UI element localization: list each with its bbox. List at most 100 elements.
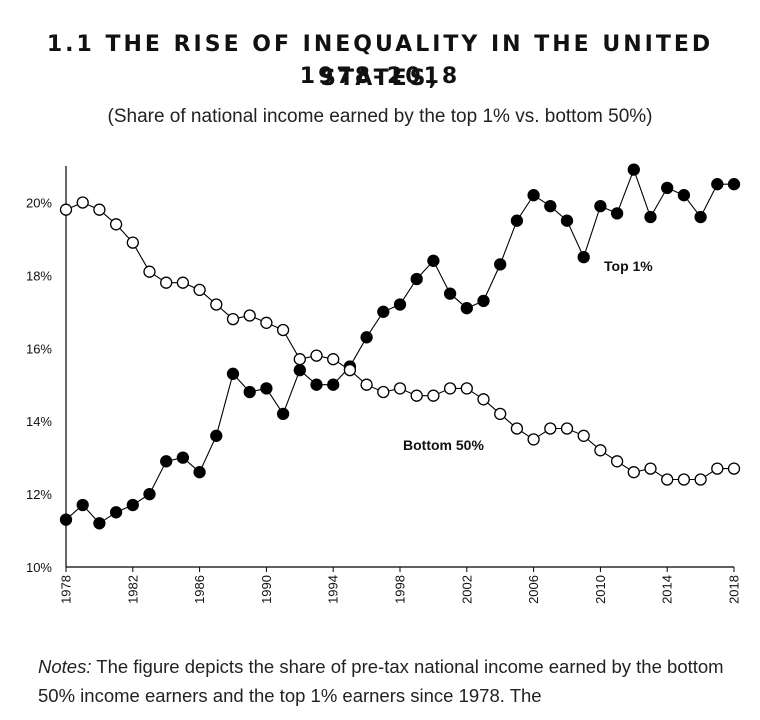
bottom-50-point [594,444,607,457]
bottom-50-point [293,353,306,366]
bottom-50-point [560,422,574,435]
bottom-50-point [260,316,273,329]
x-tick-label: 1994 [326,575,341,604]
bottom-50-point [544,422,557,435]
bottom-50-point [677,473,691,486]
bottom-50-point [494,407,507,421]
bottom-50-point [377,385,390,399]
notes-text: The figure depicts the share of pre-tax … [38,656,724,706]
top-1-point [260,382,273,395]
top-1-point [126,498,139,512]
top-1-point [193,466,206,479]
top-1-point [143,487,156,501]
y-tick-label: 20% [26,195,52,210]
bottom-50-point [711,462,724,475]
chart-subtitle: (Share of national income earned by the … [107,106,653,127]
top-1-point [711,178,724,191]
x-tick-label: 2014 [660,575,675,604]
top-1-point [694,210,707,224]
chart-notes: Notes: The figure depicts the share of p… [38,652,738,710]
bottom-50-point [210,298,223,311]
y-tick-label: 12% [26,487,52,502]
x-tick-label: 2010 [593,575,608,604]
x-tick-label: 2006 [526,575,541,604]
bottom-50-point [93,203,106,216]
series-label-bottom-50: Bottom 50% [403,437,484,453]
bottom-50-point [76,196,89,209]
top-1-point [176,451,190,464]
top-1-point [109,506,123,519]
top-1-point [210,429,223,442]
bottom-50-point [610,455,624,468]
bottom-50-point [176,276,190,289]
top-1-point [93,517,106,530]
bottom-50-point [59,203,73,216]
top-1-point [160,455,173,468]
bottom-50-point [109,218,123,231]
top-1-point [59,513,73,526]
bottom-50-point [410,389,423,402]
bottom-50-point [126,236,139,249]
top-1-point [243,385,256,399]
bottom-50-point [627,466,640,479]
top-1-point [293,363,306,377]
x-tick-label: 1998 [393,575,408,604]
bottom-50-point [143,265,156,278]
bottom-50-point [343,363,357,377]
bottom-50-point [243,309,256,322]
bottom-50-point [577,429,590,442]
bottom-50-point [644,462,657,475]
top-1-point [544,199,557,213]
bottom-50-point [276,323,290,337]
bottom-50-point [360,378,373,391]
notes-label: Notes: [38,656,92,677]
top-1-point [677,189,691,202]
top-1-point [644,210,657,224]
bottom-50-point [226,312,240,326]
chart-axes: 10% 12% 14% 16% 18% 20% 1978 1982 1986 1990 1994 19… [26,166,742,604]
bottom-50-point [661,473,674,486]
bottom-50-point [443,382,457,395]
top-1-point [510,214,524,227]
bottom-50-point [460,382,473,395]
bottom-50-point [327,353,340,366]
series-points [59,163,741,530]
top-1-point [610,207,624,220]
top-1-point [310,378,323,391]
chart-title-line-1: 1.1 THE RISE OF INEQUALITY IN THE UNITED… [46,32,714,91]
x-tick-label: 1986 [192,575,207,604]
bottom-50-point [193,283,206,297]
top-1-point [76,498,89,512]
line-chart: 10% 12% 14% 16% 18% 20% 1978 1982 1986 1990 1994 19… [26,163,742,604]
y-tick-label: 18% [26,268,52,283]
chart-title-line-2: 1978–2018 [299,64,461,89]
x-tick-label: 1990 [259,575,274,604]
top-1-point [594,199,607,213]
x-tick-label: 2018 [727,575,742,604]
top-1-point [226,367,240,380]
y-tick-label: 10% [26,560,52,575]
series-line-1 [65,201,734,481]
y-tick-label: 14% [26,414,52,429]
x-tick-label: 2002 [459,575,474,604]
top-1-point [427,254,440,267]
bottom-50-point [727,462,741,475]
top-1-point [393,298,407,311]
top-1-point [443,287,457,300]
top-1-point [377,305,390,318]
y-tick-label: 16% [26,341,52,356]
bottom-50-point [310,349,323,362]
top-1-point [627,163,640,176]
top-1-point [577,250,590,264]
bottom-50-point [510,422,524,435]
top-1-point [560,214,574,227]
top-1-point [360,331,373,344]
top-1-point [410,272,423,286]
bottom-50-point [427,389,440,402]
bottom-50-point [527,433,540,446]
series-label-top-1: Top 1% [604,258,653,274]
top-1-point [494,258,507,271]
top-1-point [477,294,490,308]
top-1-point [527,189,540,202]
x-tick-label: 1978 [59,575,74,604]
